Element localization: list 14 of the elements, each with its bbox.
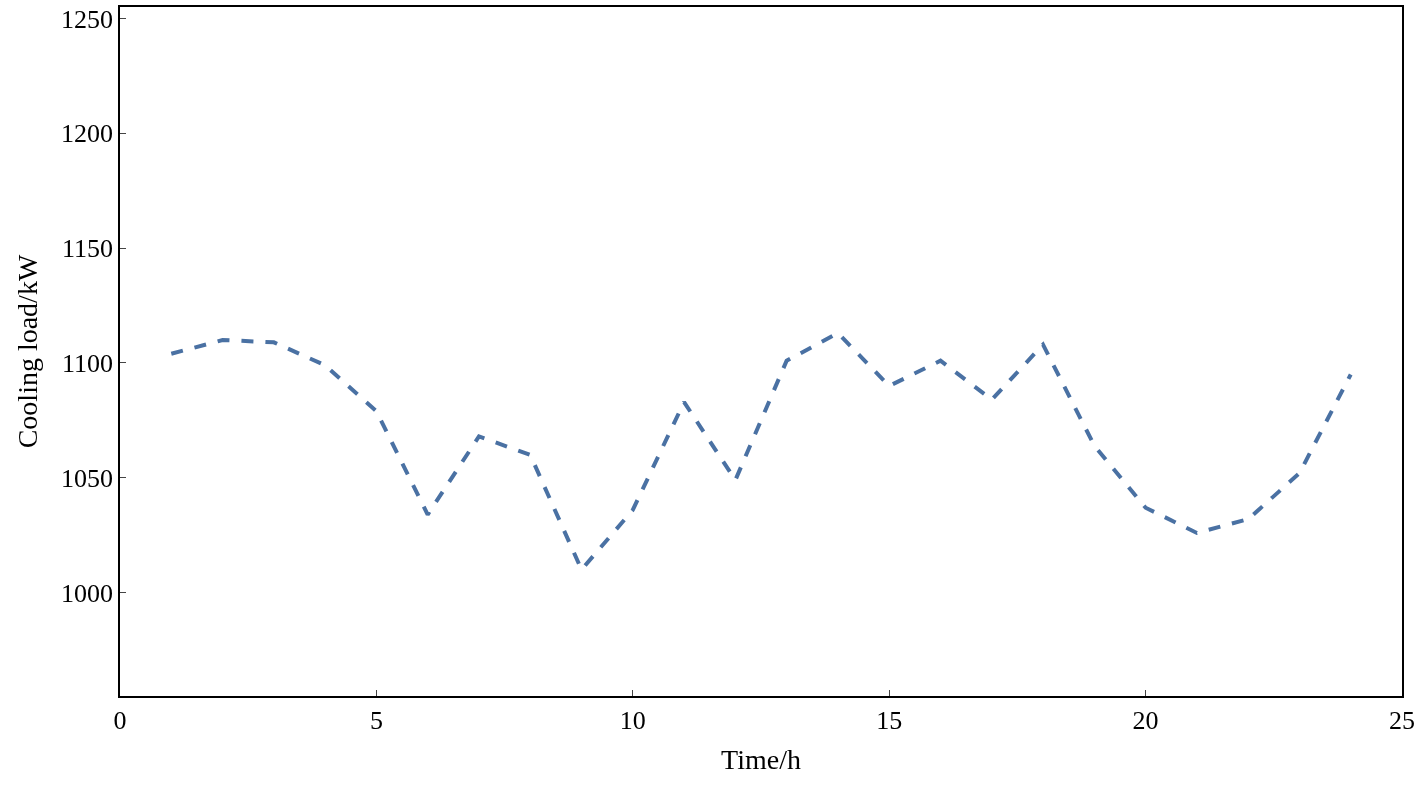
y-tick-label: 1200 xyxy=(61,119,114,149)
x-tick-label: 25 xyxy=(1389,705,1415,735)
y-tick-label: 1150 xyxy=(62,234,114,264)
x-tick-label: 10 xyxy=(619,705,646,735)
y-axis-title: Cooling load/kW xyxy=(12,254,44,449)
y-tick-label: 1100 xyxy=(62,349,114,379)
x-axis-title: Time/h xyxy=(721,743,801,775)
x-tick-label: 0 xyxy=(113,705,127,735)
x-tick-label: 15 xyxy=(876,705,903,735)
y-tick-label: 1000 xyxy=(61,578,114,608)
y-tick-label: 1050 xyxy=(61,463,114,493)
x-tick-label: 20 xyxy=(1132,705,1159,735)
y-tick-label: 1250 xyxy=(61,4,114,34)
x-tick-label: 5 xyxy=(369,705,383,735)
